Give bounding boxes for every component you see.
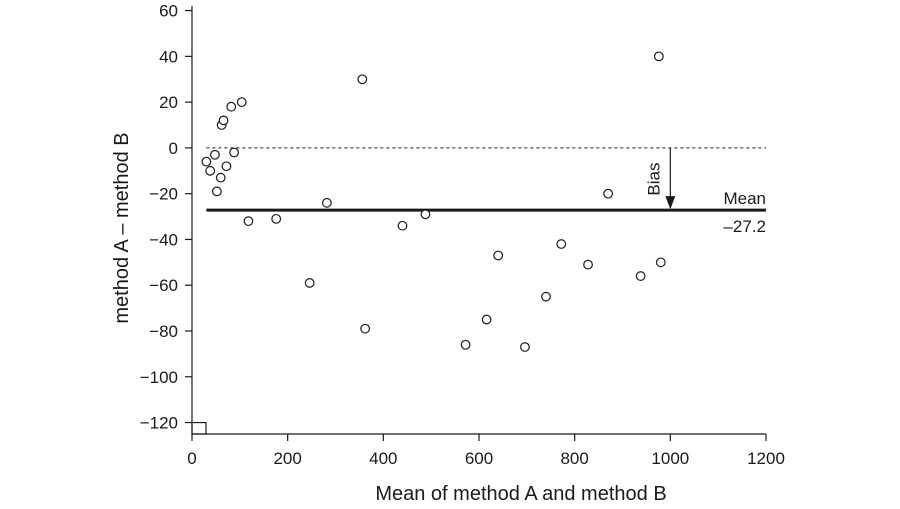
data-point: [201, 156, 212, 167]
data-point: [218, 115, 229, 126]
x-axis-title: Mean of method A and method B: [375, 483, 666, 505]
y-tick-label: −20: [149, 185, 178, 204]
data-point: [556, 239, 567, 249]
data-point: [229, 147, 239, 158]
data-point: [221, 161, 232, 172]
y-tick-label: −60: [149, 276, 178, 295]
x-tick-label: 400: [369, 449, 397, 468]
data-point: [520, 342, 530, 352]
x-tick-label: 600: [465, 449, 493, 468]
y-tick-label: 60: [159, 2, 178, 21]
data-point: [635, 271, 646, 281]
data-point: [226, 101, 237, 112]
data-point: [541, 291, 551, 302]
x-tick-label: 1000: [651, 449, 689, 468]
x-tick-label: 200: [273, 449, 301, 468]
data-point: [357, 74, 368, 85]
data-point: [360, 323, 371, 334]
data-point: [460, 339, 471, 350]
x-tick-label: 1200: [747, 449, 785, 468]
y-tick-label: 40: [159, 47, 178, 66]
data-point: [493, 250, 504, 261]
origin-corner-box: [191, 421, 207, 435]
y-tick-label: −80: [149, 322, 178, 341]
y-tick-label: 0: [169, 139, 178, 158]
data-point: [655, 257, 666, 268]
y-ticks: 60 40 20 0 −20 −40 −60 −80 −100 −120: [140, 2, 192, 433]
bias-arrow-head: [665, 196, 676, 210]
data-point: [653, 51, 664, 62]
data-point: [397, 220, 408, 231]
y-tick-label: −40: [149, 230, 178, 249]
data-point: [215, 172, 226, 183]
data-point: [420, 209, 431, 220]
x-tick-label: 800: [560, 449, 588, 468]
data-point: [583, 259, 593, 270]
y-axis-title: method A – method B: [111, 132, 133, 323]
data-points: [201, 51, 666, 352]
x-axis: 0 200 400 600 800 1000 1200: [187, 433, 785, 468]
data-point: [243, 216, 254, 227]
mean-label: Mean: [723, 189, 766, 208]
data-point: [321, 197, 332, 208]
y-tick-label: −120: [140, 414, 178, 433]
bias-arrow: [665, 147, 676, 210]
data-point: [481, 314, 492, 325]
mean-value-label: –27.2: [723, 217, 766, 236]
x-tick-label: 0: [187, 449, 196, 468]
data-point: [211, 186, 222, 197]
data-point: [236, 97, 247, 108]
data-point: [205, 165, 216, 176]
data-point: [603, 188, 614, 199]
y-tick-label: −100: [140, 368, 178, 387]
data-point: [304, 278, 315, 288]
data-point: [210, 149, 220, 160]
x-ticks: 0 200 400 600 800 1000 1200: [187, 434, 785, 468]
y-tick-label: 20: [159, 93, 178, 112]
data-point: [271, 213, 282, 224]
bias-label: Bias: [644, 162, 663, 195]
y-axis: 60 40 20 0 −20 −40 −60 −80 −100 −120: [140, 2, 193, 434]
